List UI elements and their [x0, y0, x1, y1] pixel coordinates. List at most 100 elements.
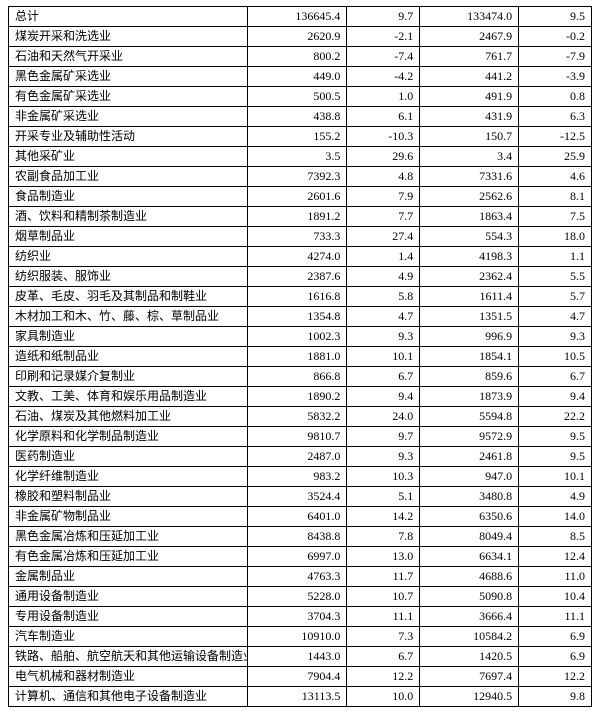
row-value: 8.1 — [519, 187, 592, 207]
row-label: 其他采矿业 — [9, 147, 248, 167]
row-label: 橡胶和塑料制品业 — [9, 487, 248, 507]
row-value: 7.9 — [347, 187, 420, 207]
row-value: 7.3 — [347, 627, 420, 647]
row-value: 2362.4 — [420, 267, 519, 287]
table-row: 医药制造业2487.09.32461.89.5 — [9, 447, 592, 467]
row-value: 13113.5 — [248, 687, 347, 707]
row-value: 7697.4 — [420, 667, 519, 687]
row-value: 7392.3 — [248, 167, 347, 187]
row-value: 4.9 — [347, 267, 420, 287]
table-row: 非金属矿采选业438.86.1431.96.3 — [9, 107, 592, 127]
row-label: 通用设备制造业 — [9, 587, 248, 607]
row-value: 9.3 — [347, 447, 420, 467]
table-row: 印刷和记录媒介复制业866.86.7859.66.7 — [9, 367, 592, 387]
row-label: 造纸和纸制品业 — [9, 347, 248, 367]
row-value: 3.5 — [248, 147, 347, 167]
table-row: 金属制品业4763.311.74688.611.0 — [9, 567, 592, 587]
row-value: 12940.5 — [420, 687, 519, 707]
table-row: 有色金属冶炼和压延加工业6997.013.06634.112.4 — [9, 547, 592, 567]
row-value: 7.5 — [519, 207, 592, 227]
table-row: 专用设备制造业3704.311.13666.411.1 — [9, 607, 592, 627]
row-label: 文教、工美、体育和娱乐用品制造业 — [9, 387, 248, 407]
row-value: 1890.2 — [248, 387, 347, 407]
row-value: 6634.1 — [420, 547, 519, 567]
row-label: 印刷和记录媒介复制业 — [9, 367, 248, 387]
row-label: 非金属矿采选业 — [9, 107, 248, 127]
row-value: 2562.6 — [420, 187, 519, 207]
row-label: 汽车制造业 — [9, 627, 248, 647]
row-value: 6.9 — [519, 647, 592, 667]
row-value: 10.3 — [347, 467, 420, 487]
row-value: 2601.6 — [248, 187, 347, 207]
row-value: 12.4 — [519, 547, 592, 567]
table-row: 计算机、通信和其他电子设备制造业13113.510.012940.59.8 — [9, 687, 592, 707]
row-value: 11.7 — [347, 567, 420, 587]
row-label: 专用设备制造业 — [9, 607, 248, 627]
row-value: 10.4 — [519, 587, 592, 607]
row-value: -4.2 — [347, 67, 420, 87]
row-value: 2620.9 — [248, 27, 347, 47]
row-value: 6350.6 — [420, 507, 519, 527]
row-value: 5.8 — [347, 287, 420, 307]
row-label: 纺织服装、服饰业 — [9, 267, 248, 287]
row-value: 155.2 — [248, 127, 347, 147]
row-value: 18.0 — [519, 227, 592, 247]
row-value: 859.6 — [420, 367, 519, 387]
row-label: 开采专业及辅助性活动 — [9, 127, 248, 147]
row-value: 10.1 — [347, 347, 420, 367]
row-value: 733.3 — [248, 227, 347, 247]
row-value: 13.0 — [347, 547, 420, 567]
row-value: 4.9 — [519, 487, 592, 507]
row-value: 10584.2 — [420, 627, 519, 647]
table-row: 其他采矿业3.529.63.425.9 — [9, 147, 592, 167]
row-value: 4.7 — [519, 307, 592, 327]
row-value: 4.7 — [347, 307, 420, 327]
table-row: 汽车制造业10910.07.310584.26.9 — [9, 627, 592, 647]
row-value: 10.0 — [347, 687, 420, 707]
row-value: 4688.6 — [420, 567, 519, 587]
row-label: 黑色金属矿采选业 — [9, 67, 248, 87]
row-value: 6.7 — [347, 647, 420, 667]
row-value: 1873.9 — [420, 387, 519, 407]
row-value: 6401.0 — [248, 507, 347, 527]
row-value: 1611.4 — [420, 287, 519, 307]
row-value: 983.2 — [248, 467, 347, 487]
row-value: 3524.4 — [248, 487, 347, 507]
row-label: 石油、煤炭及其他燃料加工业 — [9, 407, 248, 427]
row-value: 9.3 — [347, 327, 420, 347]
row-label: 石油和天然气开采业 — [9, 47, 248, 67]
table-row: 木材加工和木、竹、藤、棕、草制品业1354.84.71351.54.7 — [9, 307, 592, 327]
row-value: 996.9 — [420, 327, 519, 347]
row-value: 14.2 — [347, 507, 420, 527]
table-row: 非金属矿物制品业6401.014.26350.614.0 — [9, 507, 592, 527]
row-value: -7.4 — [347, 47, 420, 67]
row-value: 500.5 — [248, 87, 347, 107]
table-row: 总计136645.49.7133474.09.5 — [9, 7, 592, 27]
row-value: 1002.3 — [248, 327, 347, 347]
row-value: 1.0 — [347, 87, 420, 107]
row-value: 1.4 — [347, 247, 420, 267]
row-value: 5.5 — [519, 267, 592, 287]
row-value: 11.1 — [519, 607, 592, 627]
row-value: 11.0 — [519, 567, 592, 587]
row-label: 黑色金属冶炼和压延加工业 — [9, 527, 248, 547]
row-value: 10.1 — [519, 467, 592, 487]
row-label: 计算机、通信和其他电子设备制造业 — [9, 687, 248, 707]
row-value: 5.7 — [519, 287, 592, 307]
row-label: 食品制造业 — [9, 187, 248, 207]
row-label: 皮革、毛皮、羽毛及其制品和制鞋业 — [9, 287, 248, 307]
row-value: -0.2 — [519, 27, 592, 47]
row-value: 5594.8 — [420, 407, 519, 427]
row-value: 0.8 — [519, 87, 592, 107]
row-label: 有色金属冶炼和压延加工业 — [9, 547, 248, 567]
table-row: 铁路、船舶、航空航天和其他运输设备制造业1443.06.71420.56.9 — [9, 647, 592, 667]
row-value: 947.0 — [420, 467, 519, 487]
table-row: 煤炭开采和洗选业2620.9-2.12467.9-0.2 — [9, 27, 592, 47]
row-value: 4274.0 — [248, 247, 347, 267]
row-value: 5832.2 — [248, 407, 347, 427]
row-value: -12.5 — [519, 127, 592, 147]
row-value: 1354.8 — [248, 307, 347, 327]
row-label: 酒、饮料和精制茶制造业 — [9, 207, 248, 227]
row-value: 29.6 — [347, 147, 420, 167]
row-value: 3666.4 — [420, 607, 519, 627]
